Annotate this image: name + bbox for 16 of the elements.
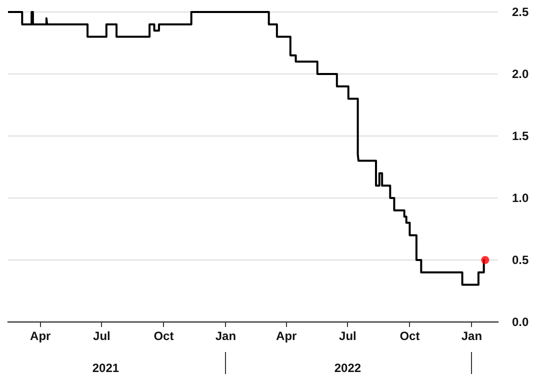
x-tick-label: Oct — [154, 329, 174, 343]
y-tick-label: 0.5 — [512, 253, 530, 267]
x2-tick-label: 2022 — [334, 361, 362, 375]
x-tick-label: Oct — [400, 329, 420, 343]
y-tick-label: 2.5 — [512, 5, 530, 19]
y-tick-label: 2.0 — [512, 67, 530, 81]
x-tick-label: Jan — [215, 329, 236, 343]
x-tick-label: Jul — [93, 329, 110, 343]
y-tick-label: 0.0 — [512, 315, 530, 329]
y-tick-label: 1.5 — [512, 129, 530, 143]
x-tick-label: Jul — [339, 329, 356, 343]
x-tick-label: Apr — [276, 329, 298, 343]
y-tick-label: 1.0 — [512, 191, 530, 205]
x-tick-label: Apr — [30, 329, 52, 343]
x-tick-label: Jan — [461, 329, 482, 343]
x2-tick-label: 2021 — [92, 361, 120, 375]
